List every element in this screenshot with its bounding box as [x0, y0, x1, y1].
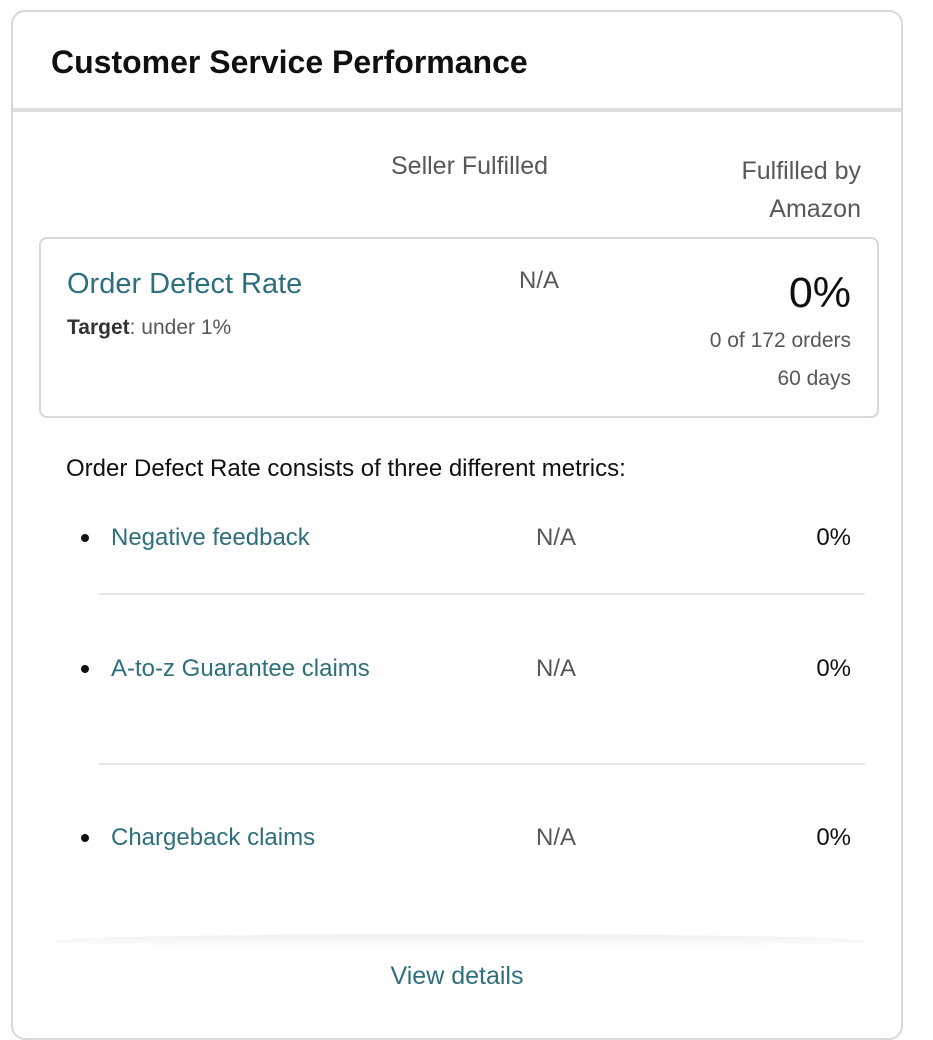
- odr-fba-value: 0%: [788, 269, 851, 317]
- negative-feedback-seller-value: N/A: [536, 524, 577, 551]
- target-label: Target: [67, 316, 130, 339]
- a-to-z-guarantee-claims-link[interactable]: A-to-z Guarantee claims: [111, 655, 370, 682]
- order-defect-rate-box: Order Defect Rate Target: under 1% N/A 0…: [39, 237, 879, 418]
- negative-feedback-link[interactable]: Negative feedback: [111, 524, 310, 551]
- column-headers: Seller Fulfilled Fulfilled by Amazon: [13, 148, 901, 228]
- a-to-z-claims-seller-value: N/A: [536, 655, 577, 682]
- odr-fba-period: 60 days: [777, 367, 851, 390]
- odr-seller-fulfilled-value: N/A: [519, 267, 560, 294]
- customer-service-performance-card: Customer Service Performance Seller Fulf…: [11, 10, 903, 1040]
- column-header-seller-fulfilled: Seller Fulfilled: [391, 152, 549, 180]
- bullet-icon: [81, 665, 89, 673]
- negative-feedback-fba-value: 0%: [816, 524, 851, 551]
- odr-fba-orders: 0 of 172 orders: [709, 329, 851, 352]
- bullet-icon: [81, 834, 89, 842]
- chargeback-claims-seller-value: N/A: [536, 824, 577, 851]
- card-title: Customer Service Performance: [51, 43, 528, 80]
- chargeback-claims-fba-value: 0%: [816, 824, 851, 851]
- metric-divider: [99, 593, 865, 595]
- chargeback-claims-link[interactable]: Chargeback claims: [111, 824, 316, 851]
- bullet-icon: [81, 534, 89, 542]
- a-to-z-claims-fba-value: 0%: [816, 655, 851, 682]
- order-defect-rate-link[interactable]: Order Defect Rate: [67, 268, 303, 300]
- column-header-fulfilled-by-amazon: Fulfilled by Amazon: [741, 157, 862, 223]
- target-value: : under 1%: [129, 316, 232, 339]
- card-header: Customer Service Performance: [13, 12, 901, 112]
- metrics-intro-text: Order Defect Rate consists of three diff…: [66, 455, 626, 482]
- metric-divider: [99, 763, 865, 765]
- order-defect-rate-target: Target: under 1%: [67, 316, 231, 340]
- footer-separator-shadow: [53, 934, 865, 948]
- view-details-link[interactable]: View details: [390, 962, 524, 990]
